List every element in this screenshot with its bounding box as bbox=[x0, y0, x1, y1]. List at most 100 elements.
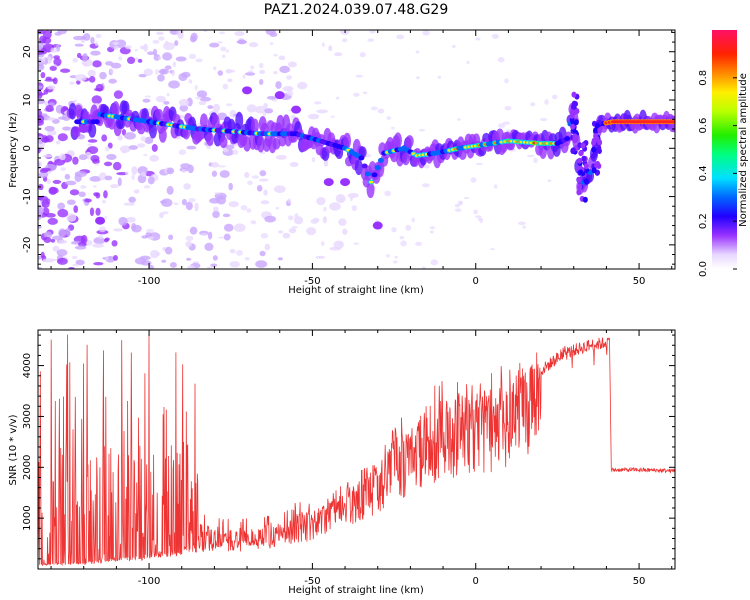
noise-blob bbox=[277, 257, 283, 261]
noise-blob bbox=[49, 187, 59, 194]
noise-blob bbox=[229, 249, 236, 254]
noise-blob bbox=[533, 157, 538, 164]
noise-blob bbox=[195, 96, 202, 100]
noise-blob bbox=[223, 223, 234, 232]
noise-blob bbox=[260, 233, 269, 239]
noise-blob bbox=[42, 207, 50, 216]
noise-blob bbox=[349, 196, 353, 202]
noise-blob bbox=[338, 241, 344, 246]
noise-blob bbox=[72, 156, 79, 165]
snr-y-tick-label: 3000 bbox=[22, 404, 33, 429]
noise-blob bbox=[80, 39, 86, 43]
side-blob bbox=[340, 178, 351, 187]
noise-blob bbox=[211, 170, 218, 177]
noise-blob bbox=[185, 240, 192, 248]
side-blob bbox=[372, 221, 383, 230]
colorbar-tick-label: 0.4 bbox=[698, 165, 709, 181]
streak-blob bbox=[574, 108, 580, 115]
noise-blob bbox=[38, 202, 42, 206]
noise-blob bbox=[315, 255, 326, 259]
noise-blob bbox=[415, 241, 423, 246]
snr-series-line bbox=[38, 334, 675, 567]
ridge-halo bbox=[68, 102, 77, 120]
noise-blob bbox=[114, 45, 119, 51]
noise-blob bbox=[104, 175, 113, 181]
spectrogram-x-tick-label: -50 bbox=[304, 276, 320, 287]
noise-blob bbox=[52, 179, 62, 184]
noise-blob bbox=[123, 202, 136, 206]
noise-blob bbox=[451, 45, 456, 48]
noise-blob bbox=[260, 151, 266, 154]
noise-blob bbox=[105, 256, 109, 261]
ridge-halo bbox=[219, 136, 228, 149]
noise-blob bbox=[76, 80, 81, 85]
noise-blob bbox=[38, 49, 44, 55]
noise-blob bbox=[38, 171, 49, 178]
noise-blob bbox=[457, 118, 461, 121]
colorbar-tick-label: 0.6 bbox=[698, 118, 709, 134]
noise-blob bbox=[158, 36, 165, 41]
noise-blob bbox=[78, 154, 88, 161]
noise-blob bbox=[335, 96, 340, 100]
noise-blob bbox=[66, 213, 77, 222]
noise-blob bbox=[117, 177, 122, 187]
noise-blob bbox=[103, 190, 108, 199]
noise-blob bbox=[504, 78, 509, 84]
ridge-halo bbox=[366, 181, 375, 199]
noise-blob bbox=[38, 266, 43, 269]
noise-blob bbox=[260, 200, 270, 205]
noise-blob bbox=[313, 101, 322, 105]
noise-blob bbox=[229, 261, 240, 268]
noise-blob bbox=[69, 81, 75, 85]
side-blob bbox=[291, 105, 302, 114]
noise-blob bbox=[113, 90, 123, 99]
streak-blob bbox=[591, 146, 597, 153]
noise-blob bbox=[310, 218, 318, 224]
noise-blob bbox=[212, 103, 221, 113]
ridge-halo bbox=[405, 135, 414, 148]
noise-blob bbox=[265, 30, 276, 36]
noise-blob bbox=[38, 92, 46, 96]
noise-blob bbox=[222, 213, 231, 218]
snr-panel: -100 -50 0 50 1000 2000 3000 4000 Height of str… bbox=[8, 329, 676, 596]
noise-blob bbox=[160, 200, 167, 204]
streak-blob bbox=[570, 147, 576, 154]
noise-blob bbox=[104, 216, 108, 219]
noise-blob bbox=[164, 246, 173, 255]
noise-blob bbox=[42, 154, 53, 158]
streak-blob bbox=[596, 144, 602, 151]
noise-blob bbox=[166, 167, 175, 175]
streak-blob bbox=[569, 112, 575, 119]
noise-blob bbox=[287, 61, 297, 68]
noise-blob bbox=[475, 215, 482, 219]
noise-blob bbox=[275, 81, 282, 89]
noise-blob bbox=[43, 236, 52, 243]
spectrogram-frame bbox=[37, 29, 676, 270]
streak-blob bbox=[581, 155, 587, 162]
noise-blob bbox=[297, 81, 308, 90]
snr-frame bbox=[37, 329, 676, 570]
noise-blob bbox=[266, 95, 277, 100]
noise-blob bbox=[137, 143, 146, 148]
noise-blob bbox=[69, 189, 80, 196]
noise-blob bbox=[57, 133, 68, 142]
noise-blob bbox=[89, 175, 102, 182]
noise-blob bbox=[111, 240, 118, 247]
ridge-halo bbox=[148, 121, 157, 139]
noise-blob bbox=[41, 57, 46, 63]
noise-blob bbox=[307, 113, 320, 120]
noise-blob bbox=[415, 50, 420, 54]
noise-blob bbox=[41, 113, 48, 117]
noise-blob bbox=[164, 65, 172, 70]
noise-blob bbox=[93, 185, 97, 188]
noise-blob bbox=[423, 164, 430, 169]
noise-blob bbox=[121, 150, 127, 154]
noise-blob bbox=[504, 106, 512, 111]
noise-blob bbox=[287, 198, 292, 204]
noise-blob bbox=[294, 213, 299, 219]
noise-blob bbox=[194, 202, 199, 212]
noise-blob bbox=[233, 223, 246, 232]
noise-blob bbox=[128, 145, 138, 150]
noise-blob bbox=[236, 40, 248, 44]
